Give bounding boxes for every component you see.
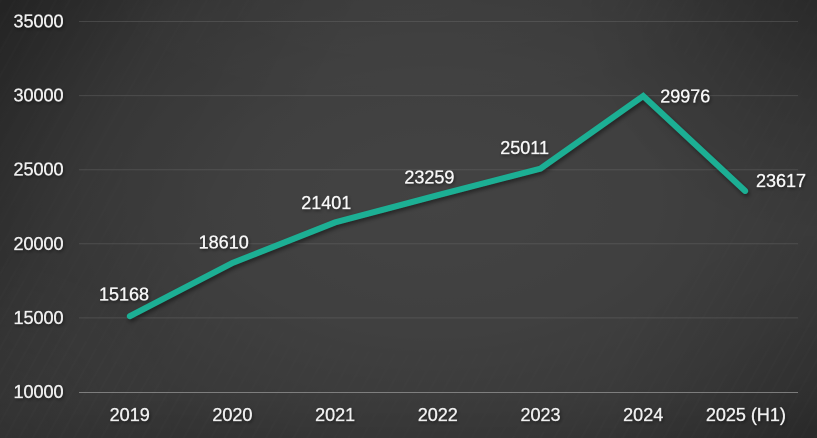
svg-text:15000: 15000 <box>13 308 63 328</box>
svg-text:25011: 25011 <box>500 138 549 158</box>
svg-text:30000: 30000 <box>13 86 63 106</box>
svg-text:2025 (H1): 2025 (H1) <box>706 405 786 425</box>
svg-text:23259: 23259 <box>404 168 454 188</box>
svg-text:20000: 20000 <box>13 234 63 254</box>
svg-text:2022: 2022 <box>418 405 458 425</box>
svg-text:2019: 2019 <box>110 405 150 425</box>
svg-text:23617: 23617 <box>756 171 806 191</box>
svg-text:2023: 2023 <box>520 405 560 425</box>
svg-text:2021: 2021 <box>315 405 355 425</box>
svg-text:25000: 25000 <box>13 160 63 180</box>
svg-text:35000: 35000 <box>13 12 63 32</box>
svg-text:18610: 18610 <box>199 232 249 252</box>
svg-text:2020: 2020 <box>212 405 252 425</box>
svg-text:29976: 29976 <box>660 86 710 106</box>
svg-text:2024: 2024 <box>623 405 663 425</box>
svg-text:10000: 10000 <box>13 382 63 402</box>
svg-text:15168: 15168 <box>99 285 149 305</box>
svg-text:21401: 21401 <box>301 193 351 213</box>
